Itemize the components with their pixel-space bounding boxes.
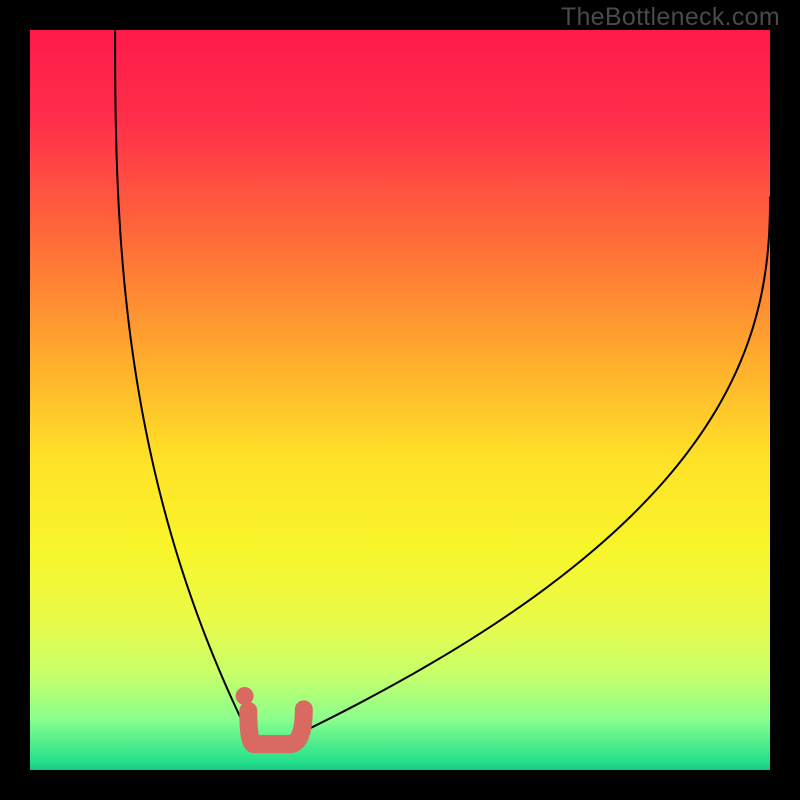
chart-stage: TheBottleneck.com xyxy=(0,0,800,800)
plot-gradient-background xyxy=(30,30,770,770)
watermark-text: TheBottleneck.com xyxy=(561,3,780,32)
